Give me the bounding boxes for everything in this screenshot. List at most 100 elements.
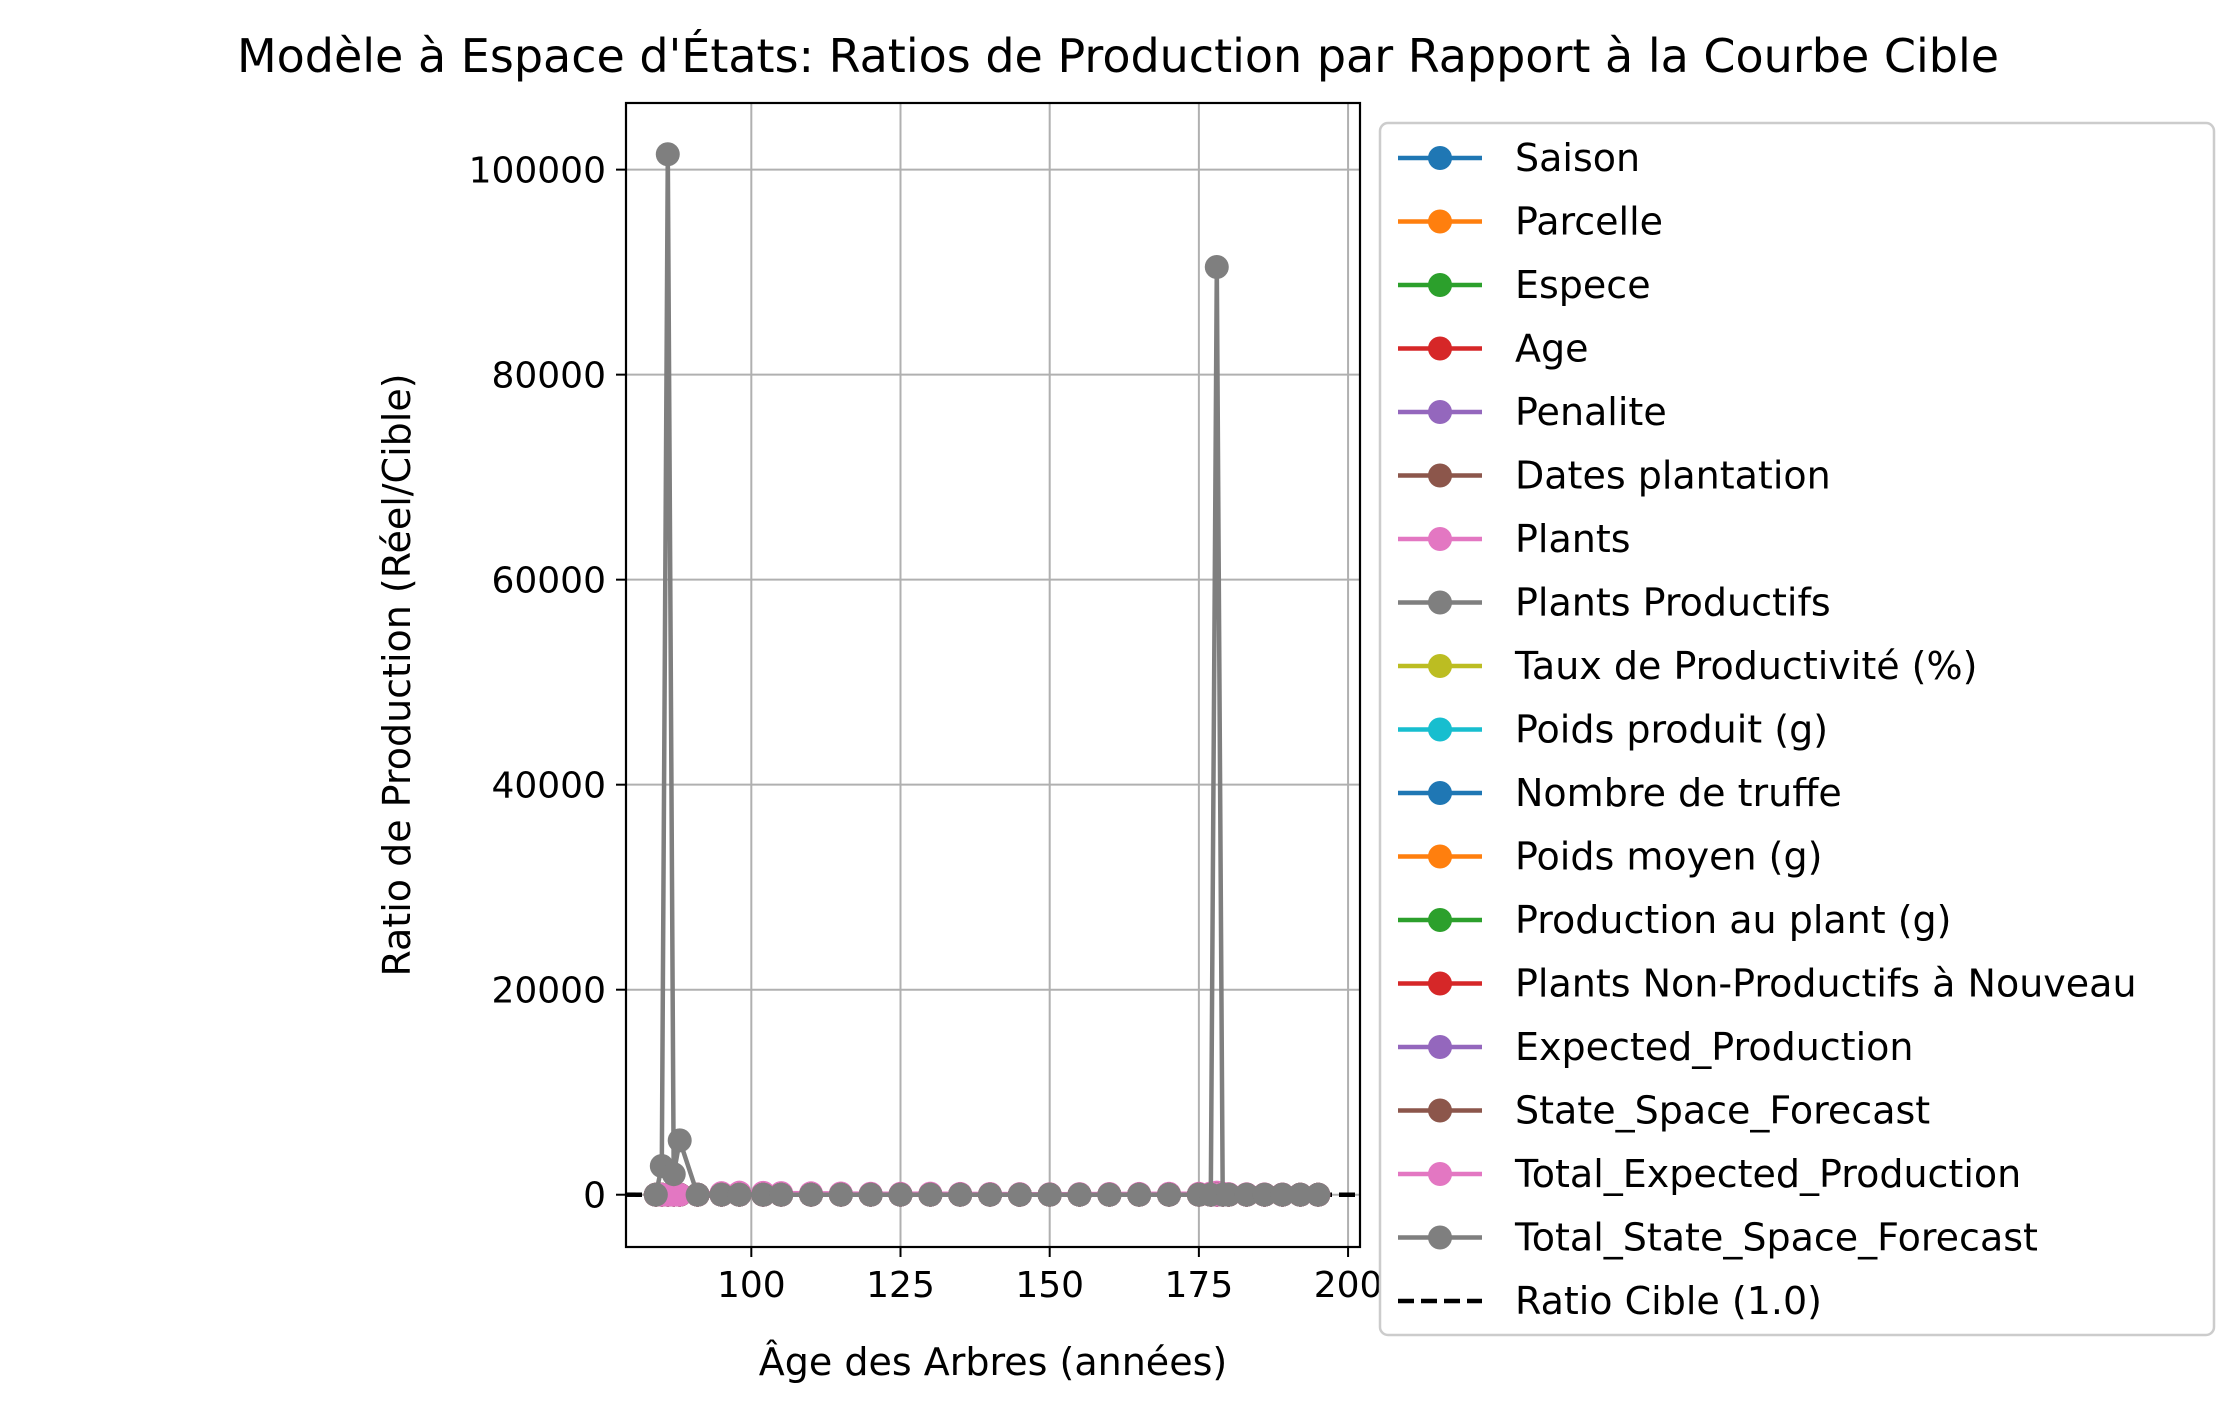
legend: Saison Parcelle Espece Age Penalite Dates pla… — [1378, 121, 2216, 1337]
legend-swatch-marker — [1428, 654, 1452, 678]
data-point — [1007, 1182, 1032, 1207]
data-point — [1234, 1182, 1259, 1207]
legend-item: Plants — [1398, 517, 1631, 561]
data-point — [661, 1162, 686, 1187]
legend-swatch-marker — [1428, 146, 1452, 170]
legend-swatch-marker — [1428, 209, 1452, 234]
legend-item: Saison — [1398, 136, 1640, 180]
legend-item: Plants Productifs — [1398, 581, 1831, 625]
legend-item: Production au plant (g) — [1398, 898, 1952, 942]
y-axis-label: Ratio de Production (Réel/Cible) — [375, 373, 419, 976]
legend-swatch-marker — [1428, 527, 1452, 551]
x-tick-label: 150 — [1015, 1265, 1084, 1306]
legend-item: Espece — [1398, 263, 1651, 307]
legend-label: Poids moyen (g) — [1515, 835, 1822, 879]
legend-label: Espece — [1515, 263, 1651, 307]
series-17 — [643, 142, 1331, 1207]
data-point — [1270, 1182, 1295, 1207]
data-point — [948, 1182, 973, 1207]
data-point — [1157, 1182, 1182, 1207]
legend-swatch-marker — [1428, 400, 1452, 424]
data-point — [798, 1182, 823, 1207]
legend-item: Total_State_Space_Forecast — [1398, 1216, 2038, 1260]
data-point — [727, 1182, 752, 1207]
chart-title: Modèle à Espace d'États: Ratios de Produ… — [237, 29, 1999, 83]
x-tick-label: 175 — [1165, 1265, 1234, 1306]
plot-area-background — [626, 103, 1360, 1247]
plot-frame — [624, 101, 1362, 1249]
legend-label: Plants Productifs — [1515, 581, 1831, 625]
data-point — [751, 1182, 776, 1207]
y-tick-label: 0 — [583, 1176, 606, 1217]
data-point — [918, 1182, 943, 1207]
data-point — [1037, 1182, 1062, 1207]
legend-label: State_Space_Forecast — [1515, 1089, 1930, 1133]
legend-item: State_Space_Forecast — [1398, 1089, 1930, 1133]
legend-swatch-marker — [1428, 717, 1452, 742]
data-point — [858, 1182, 883, 1207]
legend-swatch-marker — [1428, 1225, 1452, 1250]
data-point — [1288, 1182, 1313, 1207]
legend-item: Ratio Cible (1.0) — [1398, 1279, 1822, 1323]
legend-label: Total_State_Space_Forecast — [1514, 1216, 2038, 1260]
data-point — [978, 1182, 1003, 1207]
data-point — [828, 1182, 853, 1207]
legend-swatch-marker — [1428, 971, 1452, 996]
data-point — [1216, 1182, 1241, 1207]
y-tick-label: 100000 — [469, 151, 606, 192]
data-point — [667, 1128, 692, 1153]
legend-item: Age — [1398, 327, 1589, 371]
legend-label: Plants Non-Productifs à Nouveau — [1515, 962, 2137, 1006]
legend-label: Saison — [1515, 136, 1640, 180]
legend-item: Taux de Productivité (%) — [1398, 644, 1977, 688]
data-point — [685, 1182, 710, 1207]
data-point — [667, 1182, 692, 1207]
y-tick-label: 40000 — [491, 766, 606, 807]
data-point — [888, 1182, 913, 1207]
legend-label: Nombre de truffe — [1515, 771, 1842, 815]
data-point — [1204, 255, 1229, 280]
legend-label: Age — [1515, 327, 1589, 371]
legend-swatch-marker — [1428, 590, 1452, 615]
legend-frame — [1378, 121, 2216, 1337]
x-tick-label: 125 — [866, 1265, 935, 1306]
legend-label: Dates plantation — [1515, 454, 1831, 498]
legend-item: Parcelle — [1398, 200, 1663, 244]
data-point — [1127, 1182, 1152, 1207]
y-tick-label: 20000 — [491, 971, 606, 1012]
data-point — [1097, 1182, 1122, 1207]
legend-swatch-marker — [1428, 1098, 1452, 1123]
legend-swatch-marker — [1428, 1035, 1452, 1059]
legend-swatch-marker — [1428, 781, 1452, 805]
data-point — [643, 1182, 668, 1207]
legend-swatch-marker — [1428, 463, 1452, 488]
data-point — [655, 142, 680, 167]
data-point — [1252, 1182, 1277, 1207]
legend-item: Dates plantation — [1398, 454, 1831, 498]
legend-item: Total_Expected_Production — [1398, 1152, 2021, 1196]
legend-swatch-marker — [1428, 844, 1452, 869]
legend-label: Expected_Production — [1515, 1025, 1913, 1069]
legend-swatch-marker — [1428, 273, 1452, 297]
legend-label: Penalite — [1515, 390, 1667, 434]
legend-item: Penalite — [1398, 390, 1667, 434]
data-point — [1067, 1182, 1092, 1207]
legend-item: Poids moyen (g) — [1398, 835, 1822, 879]
x-tick-label: 100 — [717, 1265, 786, 1306]
legend-swatch-marker — [1428, 1162, 1452, 1186]
legend-item: Nombre de truffe — [1398, 771, 1842, 815]
legend-label: Taux de Productivité (%) — [1514, 644, 1977, 688]
legend-label: Plants — [1515, 517, 1631, 561]
series-layer — [643, 142, 1331, 1207]
legend-item: Plants Non-Productifs à Nouveau — [1398, 962, 2137, 1006]
y-tick-label: 80000 — [491, 356, 606, 397]
y-tick-label: 60000 — [491, 561, 606, 602]
legend-item: Poids produit (g) — [1398, 708, 1828, 752]
legend-swatch-marker — [1428, 908, 1452, 932]
data-point — [709, 1182, 734, 1207]
legend-label: Total_Expected_Production — [1514, 1152, 2021, 1196]
x-axis-label: Âge des Arbres (années) — [759, 1340, 1227, 1384]
axis-ticks: 100 125 150 175 200 0 20000 40000 60000 80000 1000… — [469, 151, 1383, 1306]
data-point — [769, 1182, 794, 1207]
